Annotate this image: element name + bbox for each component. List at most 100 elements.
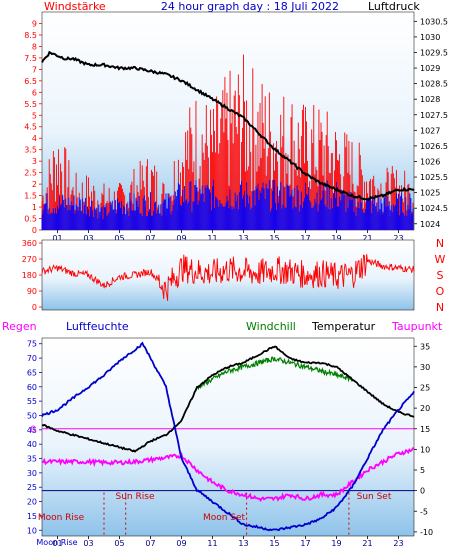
wind-axis-ticks: 0 0.5 1 1.5 2 2.5 3 3.5 4 4.5 5 5.5 6 6.5 7 7.5 8 8.5 9 — [24, 19, 42, 235]
pressure-tick-label: 1028.5 — [420, 80, 448, 89]
humidity-tick-label: 35 — [27, 455, 37, 464]
pressure-tick-label: 1024.5 — [420, 204, 448, 213]
time-tick-label-bottom: 23 — [393, 539, 403, 548]
pressure-axis-title: Luftdruck — [368, 0, 420, 13]
time-tick-label-bottom: 15 — [269, 539, 279, 548]
direction-tick-label: 0 — [32, 303, 37, 312]
wind-tick-label: 2 — [32, 180, 37, 189]
temperature-tick-label: -5 — [420, 507, 428, 516]
humidity-tick-label: 45 — [27, 426, 37, 435]
legend-temperatur: Temperatur — [311, 320, 376, 333]
temperature-tick-label: 0 — [420, 487, 425, 496]
wind-tick-label: 5.5 — [24, 100, 37, 109]
pressure-tick-label: 1029 — [420, 64, 440, 73]
pressure-tick-label: 1026.5 — [420, 142, 448, 151]
direction-tick-label: 270 — [22, 255, 37, 264]
wind-tick-label: 0 — [32, 226, 37, 235]
time-tick-label: 13 — [238, 234, 248, 243]
wind-tick-label: 5 — [32, 111, 37, 120]
regen-zero-label: 0 — [30, 425, 36, 435]
temperature-humidity-lines — [41, 341, 415, 532]
pressure-series-line — [41, 50, 415, 201]
reference-lines: 0 — [30, 425, 414, 536]
time-tick-label-bottom: 21 — [362, 539, 372, 548]
wind-tick-label: 1.5 — [24, 192, 37, 201]
wind-tick-label: 4 — [32, 134, 37, 143]
humidity-tick-label: 20 — [27, 498, 37, 507]
temperature-tick-label: 5 — [420, 466, 425, 475]
legend-taupunkt: Taupunkt — [391, 320, 443, 333]
temperature-tick-label: 30 — [420, 363, 430, 372]
pressure-tick-label: 1026 — [420, 157, 440, 166]
pressure-tick-label: 1024 — [420, 220, 440, 229]
time-tick-label: 19 — [331, 234, 341, 243]
time-tick-label-bottom: 11 — [207, 539, 217, 548]
humidity-tick-label: 75 — [27, 340, 37, 349]
sun-rise-label: Sun Rise — [116, 492, 155, 502]
time-tick-label: 11 — [207, 234, 217, 243]
wind-axis-title: Windstärke — [44, 0, 106, 13]
time-tick-label: 03 — [83, 234, 93, 243]
wind-bars — [41, 54, 414, 230]
humidity-tick-label: 60 — [27, 383, 37, 392]
pressure-tick-label: 1029.5 — [420, 48, 448, 57]
pressure-tick-label: 1027 — [420, 126, 440, 135]
wind-tick-label: 6 — [32, 88, 37, 97]
wind-tick-label: 2.5 — [24, 169, 37, 178]
pressure-axis-ticks: 1024 1024.5 1025 1025.5 1026 1026.5 1027 1027.5… — [414, 17, 448, 229]
pressure-tick-label: 1028 — [420, 95, 440, 104]
wind-tick-label: 8.5 — [24, 31, 37, 40]
windchill-series-line — [196, 356, 353, 391]
wind-tick-label: 0.5 — [24, 215, 37, 224]
compass-letter: N — [436, 301, 444, 314]
time-tick-label-bottom: 01 — [52, 539, 62, 548]
legend-windchill: Windchill — [246, 320, 296, 333]
time-tick-label-bottom: 13 — [238, 539, 248, 548]
humidity-tick-label: 70 — [27, 354, 37, 363]
pressure-tick-label: 1027.5 — [420, 111, 448, 120]
humidity-tick-label: 25 — [27, 483, 37, 492]
temperature-tick-label: -10 — [420, 528, 433, 537]
time-tick-label: 15 — [269, 234, 279, 243]
temperature-series-line — [41, 345, 415, 453]
wind-tick-label: 4.5 — [24, 123, 37, 132]
wind-tick-label: 7 — [32, 65, 37, 74]
pressure-tick-label: 1025.5 — [420, 173, 448, 182]
direction-axis-ticks: 360 270 180 90 0 — [22, 239, 42, 312]
time-tick-label-bottom: 07 — [145, 539, 155, 548]
dewpoint-series-line — [41, 447, 415, 503]
temperature-tick-label: 20 — [420, 404, 430, 413]
time-tick-label: 21 — [362, 234, 372, 243]
direction-tick-label: 360 — [22, 239, 37, 248]
time-axis-ticks: 01 03 05 07 09 11 13 15 17 19 21 23 — [52, 230, 404, 243]
pressure-tick-label: 1030 — [420, 33, 440, 42]
wind-tick-label: 3.5 — [24, 146, 37, 155]
time-tick-label-bottom: 09 — [176, 539, 186, 548]
temperature-tick-label: 15 — [420, 425, 430, 434]
moon-rise-label-1: Moon Rise — [38, 513, 85, 523]
humidity-tick-label: 50 — [27, 411, 37, 420]
wind-direction-series-line — [41, 254, 415, 301]
compass-letter: N — [436, 237, 444, 250]
pressure-tick-label: 1030.5 — [420, 17, 448, 26]
time-tick-label: 23 — [393, 234, 403, 243]
humidity-tick-label: 15 — [27, 512, 37, 521]
humidity-axis-ticks: 10 15 20 25 30 35 40 45 50 55 60 65 70 75 — [27, 340, 42, 535]
humidity-tick-label: 10 — [27, 526, 37, 535]
compass-letter: O — [436, 285, 445, 298]
wind-tick-label: 8 — [32, 42, 37, 51]
sun-set-label: Sun Set — [357, 492, 392, 502]
compass-letter: S — [437, 269, 444, 282]
legend-luftfeuchte: Luftfeuchte — [66, 320, 129, 333]
humidity-series-line — [41, 341, 415, 532]
time-tick-label: 09 — [176, 234, 186, 243]
wind-tick-label: 1 — [32, 203, 37, 212]
wind-tick-label: 9 — [32, 19, 37, 28]
temperature-axis-ticks: -10 -5 0 5 10 15 20 25 30 35 — [414, 342, 433, 537]
temperature-tick-label: 35 — [420, 342, 430, 351]
pressure-tick-label: 1025 — [420, 189, 440, 198]
humidity-tick-label: 55 — [27, 397, 37, 406]
time-axis-ticks-bottom: 01 03 05 07 09 11 13 15 17 19 21 23 — [52, 536, 404, 548]
